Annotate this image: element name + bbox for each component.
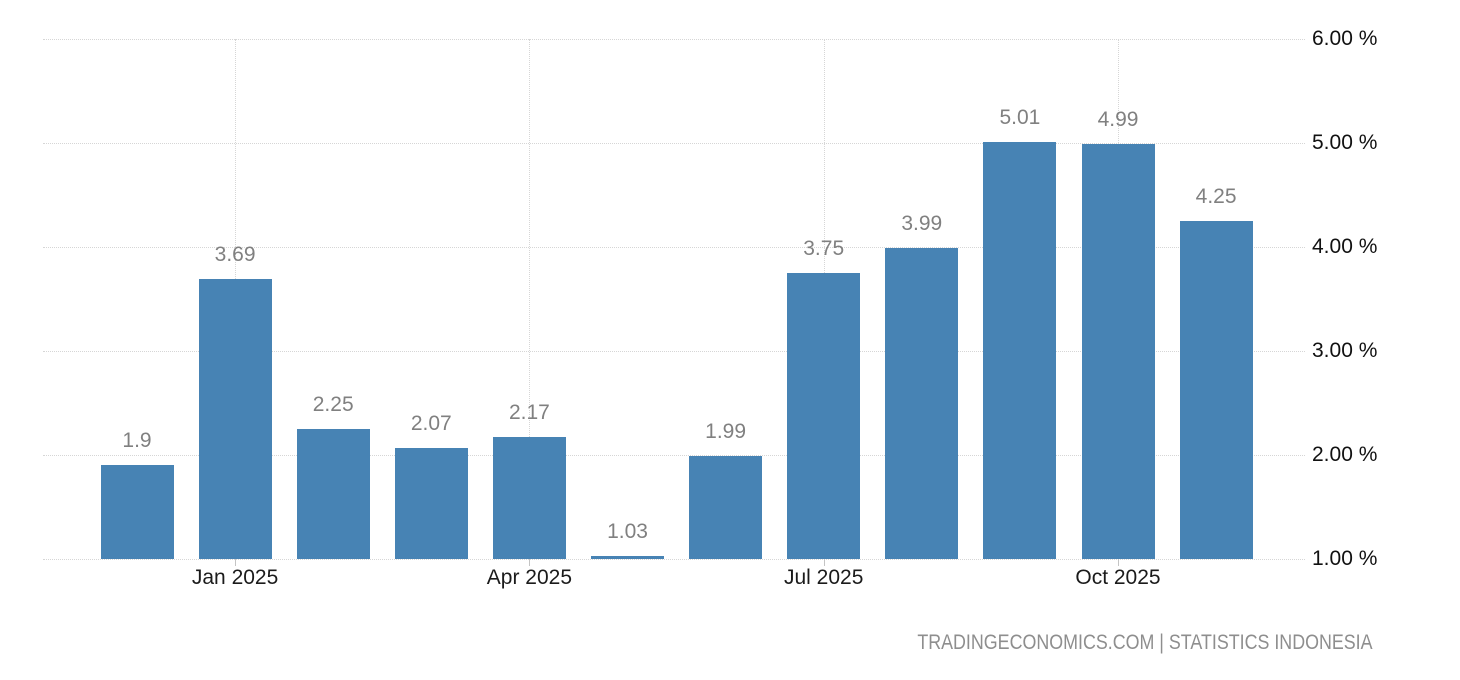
bar-value-label: 5.01 [999, 105, 1041, 129]
y-axis-tick-label: 3.00 % [1312, 339, 1378, 362]
y-axis-tick-label: 4.00 % [1312, 235, 1378, 258]
bar[interactable] [787, 273, 861, 559]
attribution-text: TRADINGECONOMICS.COM | STATISTICS INDONE… [917, 631, 1373, 654]
x-axis-tick-label: Apr 2025 [486, 566, 572, 589]
gridline-horizontal [43, 143, 1305, 144]
bar-value-label: 1.99 [705, 420, 747, 444]
bar[interactable] [394, 447, 468, 559]
bar[interactable] [983, 141, 1057, 559]
gridline-horizontal [43, 247, 1305, 248]
bar-value-label: 2.07 [410, 411, 452, 435]
bar-value-label: 2.17 [508, 401, 550, 425]
bar[interactable] [100, 465, 174, 559]
x-axis-tick [235, 559, 237, 566]
bar-value-label: 3.99 [901, 212, 943, 236]
gridline-vertical [529, 39, 531, 559]
bar[interactable] [1179, 221, 1253, 559]
y-axis-tick-label: 6.00 % [1312, 27, 1378, 50]
x-axis-tick [1118, 559, 1119, 566]
bar[interactable] [296, 429, 370, 559]
bar-value-label: 4.99 [1097, 108, 1139, 132]
x-axis-tick [529, 559, 531, 566]
bar[interactable] [492, 437, 566, 559]
bar[interactable] [1081, 144, 1155, 559]
bar-value-label: 4.25 [1195, 185, 1237, 208]
y-axis-tick-label: 1.00 % [1312, 547, 1378, 570]
gridline-horizontal [43, 559, 1305, 560]
bar-value-label: 3.69 [214, 243, 256, 267]
x-axis-tick-label: Oct 2025 [1075, 566, 1161, 589]
bar-value-label: 1.03 [607, 519, 648, 543]
y-axis-tick-label: 5.00 % [1312, 131, 1378, 154]
bar[interactable] [591, 555, 664, 559]
bar[interactable] [885, 248, 959, 559]
gridline-horizontal [43, 455, 1305, 456]
bar-value-label: 1.9 [122, 429, 152, 453]
bar-value-label: 2.25 [312, 393, 354, 416]
x-axis-tick-label: Jan 2025 [191, 566, 279, 589]
gridline-horizontal [43, 351, 1305, 352]
y-axis-tick-label: 2.00 % [1312, 443, 1378, 466]
bar-value-label: 3.75 [803, 237, 845, 260]
bar[interactable] [689, 456, 763, 559]
x-axis-tick [823, 559, 825, 566]
x-axis-tick-label: Jul 2025 [783, 566, 864, 589]
bar[interactable] [198, 279, 272, 559]
gridline-horizontal [43, 39, 1305, 40]
